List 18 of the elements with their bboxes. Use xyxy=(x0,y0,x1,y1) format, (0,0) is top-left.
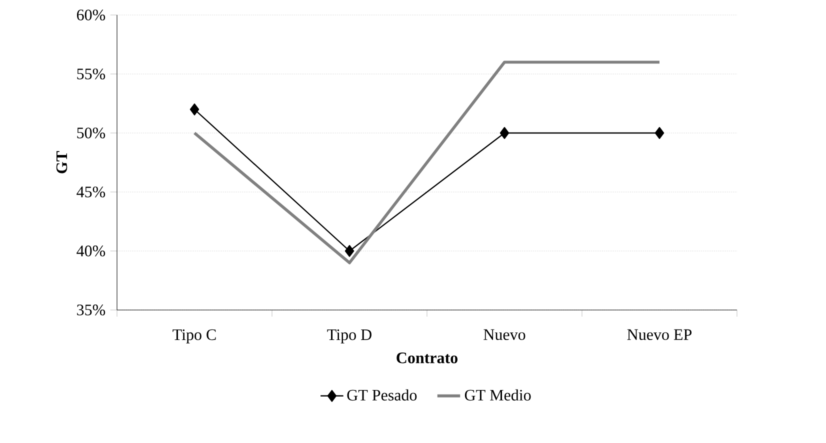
x-tick-label: Nuevo xyxy=(484,329,526,340)
legend-label: GT Pesado xyxy=(347,389,417,401)
x-axis-title: Contrato xyxy=(396,352,458,364)
y-tick-label: 35% xyxy=(77,304,106,316)
x-tick-label: Tipo C xyxy=(172,329,216,344)
y-tick-label: 55% xyxy=(77,68,106,80)
y-axis-title: GT xyxy=(56,151,68,174)
y-tick-label: 60% xyxy=(76,10,106,20)
y-tick-label: 45% xyxy=(76,186,106,198)
point xyxy=(500,127,510,139)
x-tick-label: Tipo D xyxy=(327,329,372,344)
y-tick-label: 40% xyxy=(76,246,106,256)
y-tick-label: 50% xyxy=(77,128,106,138)
x-tick-label: Nuevo EP xyxy=(627,329,692,340)
point xyxy=(190,103,200,116)
point xyxy=(654,127,664,139)
legend-label: GT Medio xyxy=(464,389,531,401)
point xyxy=(344,245,354,257)
